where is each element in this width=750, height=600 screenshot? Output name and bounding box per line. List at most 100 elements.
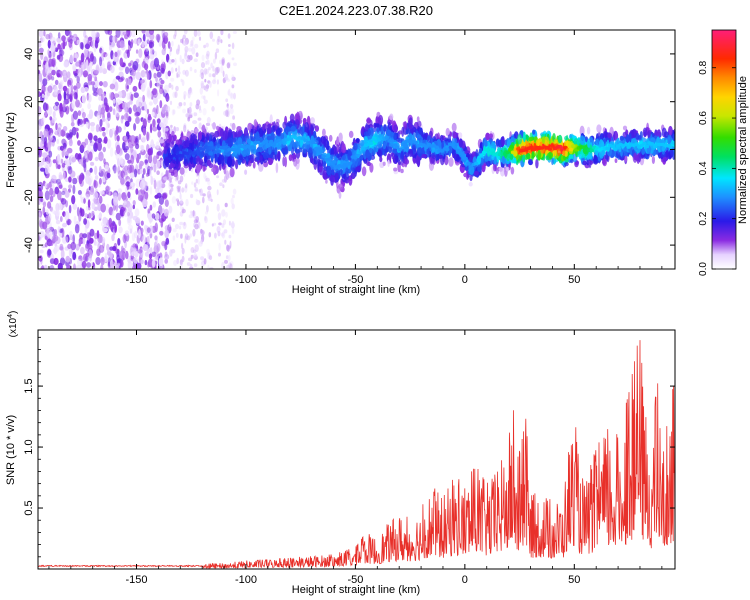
noise-blob [156,151,160,160]
noise-blob [134,111,140,117]
y-tick-label: 20 [23,96,35,108]
noise-blob [164,127,169,132]
noise-blob [212,79,217,85]
noise-blob [65,150,70,156]
ridge-blob [382,141,387,150]
ridge-blob [363,131,369,137]
noise-blob [125,181,131,187]
noise-blob [128,107,132,115]
noise-blob [156,243,161,252]
ridge-blob [524,154,528,161]
noise-blob [53,104,57,110]
noise-blob [214,232,217,239]
noise-blob [59,102,63,112]
noise-blob [76,132,79,139]
noise-blob [171,109,175,116]
ridge-blob [182,135,188,140]
noise-blob [168,205,173,214]
ridge-blob [247,154,252,161]
ridge-blob [317,159,324,167]
noise-blob [176,185,181,190]
ridge-peak [216,149,221,154]
noise-blob [49,116,52,121]
ridge-blob [237,131,242,138]
noise-blob [39,131,43,140]
noise-blob [62,142,67,149]
noise-blob [229,107,234,115]
noise-blob [38,255,43,262]
noise-blob [155,141,160,149]
noise-blob [193,219,199,224]
noise-blob [45,209,49,216]
ridge-blob [607,132,613,139]
noise-blob [199,73,203,78]
noise-blob [193,263,198,267]
ridge-blob [631,128,637,138]
noise-blob [102,131,106,137]
noise-blob [133,257,138,264]
noise-blob [196,30,201,37]
ridge-peak [256,140,261,145]
ridge-blob [537,149,541,160]
ridge-peak [195,149,200,153]
noise-blob [70,241,76,251]
noise-blob [155,251,160,260]
noise-blob [38,262,41,268]
ridge-peak [185,151,190,156]
noise-blob [67,166,71,171]
noise-blob [108,106,113,112]
noise-blob [211,106,215,112]
noise-blob [144,190,149,201]
noise-blob [189,43,194,48]
ridge-blob [194,128,199,133]
noise-blob [164,229,170,239]
noise-blob [50,36,56,45]
ridge-blob [195,155,201,165]
ridge-blob [253,119,258,128]
noise-blob [228,220,231,226]
ridge-blob [568,154,574,160]
ridge-blob [268,157,272,163]
noise-blob [123,124,127,131]
noise-blob [146,36,150,44]
noise-blob [193,58,198,62]
noise-blob [128,62,132,67]
ridge-blob [330,154,335,160]
noise-blob [141,136,146,143]
noise-blob [231,74,235,81]
noise-blob [83,49,88,58]
noise-blob [68,129,73,139]
noise-blob [131,251,136,257]
noise-blob [150,47,154,55]
ridge-blob [201,161,206,167]
ridge-blob [389,113,394,121]
noise-blob [102,228,108,233]
noise-blob [49,187,54,196]
noise-blob [102,81,108,88]
noise-blob [159,139,165,144]
noise-blob [60,198,67,205]
ridge-blob [416,156,421,168]
noise-blob [148,154,153,164]
ridge-peak [319,149,324,153]
ridge-blob [227,156,232,168]
noise-blob [50,83,54,91]
colorbar-tick-label: 0.2 [698,211,709,225]
noise-blob [204,215,207,221]
ridge-blob [344,176,348,183]
ridge-blob [401,162,405,168]
noise-blob [188,112,193,117]
ridge-blob [304,122,310,133]
ridge-blob [667,136,671,145]
noise-blob [93,79,99,89]
noise-blob [65,132,70,139]
noise-blob [100,256,105,266]
noise-blob [219,59,222,65]
ridge-blob [376,127,380,133]
ridge-peak [487,151,492,155]
noise-blob [184,185,188,193]
noise-blob [181,58,185,65]
noise-blob [172,235,176,241]
noise-blob [191,47,196,55]
noise-blob [94,138,98,149]
